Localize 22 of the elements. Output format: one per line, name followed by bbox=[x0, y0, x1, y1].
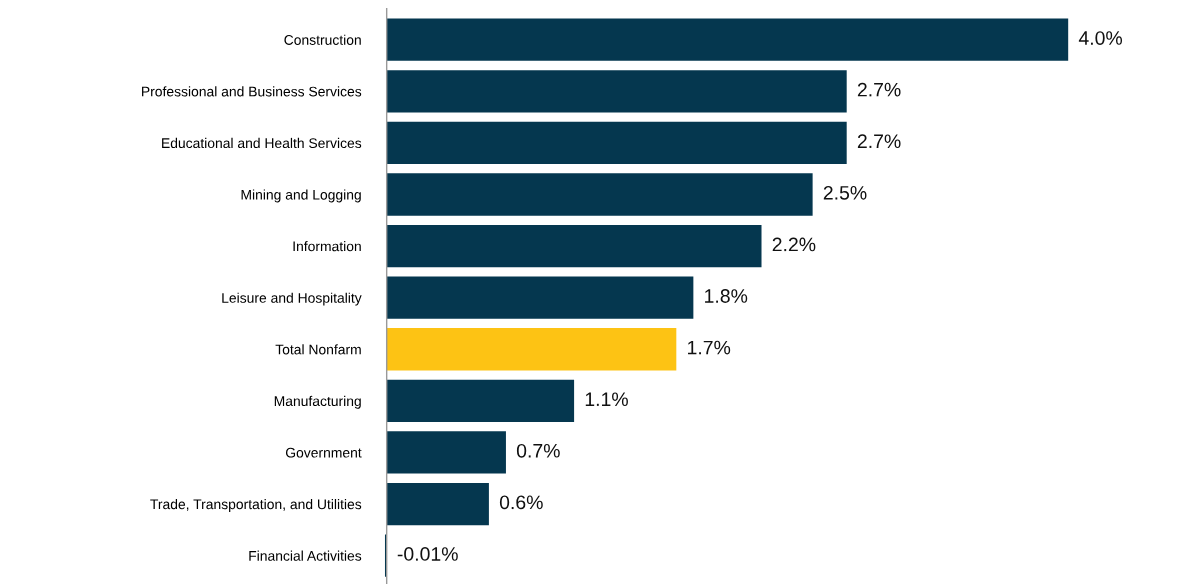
data-label: 2.7% bbox=[857, 82, 901, 97]
data-label: 1.7% bbox=[688, 340, 731, 355]
y-tick-label: Total Nonfarm bbox=[275, 344, 361, 355]
y-tick-label: Manufacturing bbox=[274, 395, 361, 409]
y-tick-label: Leisure and Hospitality bbox=[222, 292, 362, 306]
y-tick-label: Government bbox=[285, 447, 362, 458]
y-tick-label: Educational and Health Services bbox=[162, 137, 362, 149]
data-label: 2.5% bbox=[823, 185, 867, 200]
y-tick-label: Mining and Logging bbox=[241, 189, 361, 203]
data-label: 0.6% bbox=[499, 495, 543, 510]
data-label: 2.7% bbox=[857, 134, 901, 149]
data-label: 2.2% bbox=[772, 237, 816, 252]
data-label: 0.7% bbox=[516, 443, 560, 458]
y-tick-label: Information bbox=[293, 241, 361, 252]
data-label: 1.1% bbox=[585, 392, 628, 406]
y-tick-label: Trade, Transportation, and Utilities bbox=[150, 499, 362, 512]
y-tick-label: Professional and Business Services bbox=[142, 86, 362, 97]
y-tick-label: Financial Activities bbox=[249, 550, 362, 561]
data-label: 1.8% bbox=[705, 289, 748, 303]
y-tick-label: Construction bbox=[284, 34, 361, 45]
data-label: -0.01% bbox=[397, 547, 458, 561]
data-label: 4.0% bbox=[1078, 31, 1123, 45]
